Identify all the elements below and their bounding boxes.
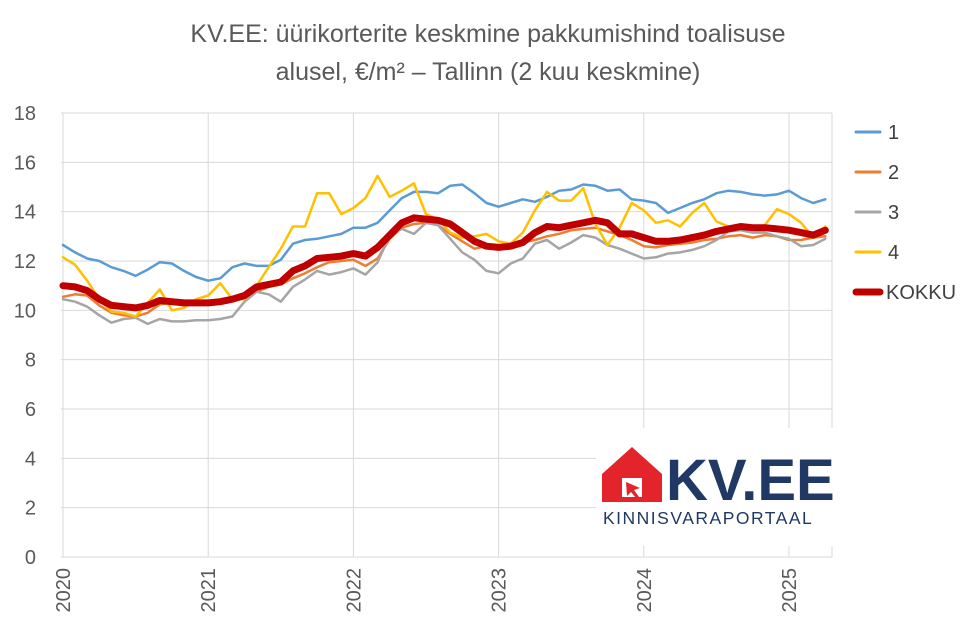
legend-label-2: 2 bbox=[888, 162, 899, 184]
logo-tagline: KINNISVARAPORTAAL bbox=[603, 508, 813, 528]
legend-label-kokku: KOKKU bbox=[886, 282, 956, 304]
x-tick-label: 2023 bbox=[489, 568, 511, 613]
legend-label-3: 3 bbox=[888, 202, 899, 224]
logo-brand-text: KV.EE bbox=[666, 448, 835, 513]
x-axis-ticks: 2020 2021 2022 2023 2024 2025 bbox=[53, 568, 801, 613]
x-tick-label: 2025 bbox=[779, 568, 801, 613]
series-line-1 bbox=[61, 183, 827, 282]
x-tick-label: 2020 bbox=[53, 568, 75, 613]
x-tick-label: 2021 bbox=[198, 568, 220, 613]
y-tick-label: 18 bbox=[14, 103, 36, 125]
chart-title-line-1: KV.EE: üürikorterite keskmine pakkumishi… bbox=[190, 20, 785, 48]
kv-ee-logo: KV.EE KINNISVARAPORTAAL bbox=[596, 428, 842, 546]
legend: 1 2 3 4 KOKKU bbox=[852, 122, 956, 304]
y-tick-label: 0 bbox=[25, 547, 36, 569]
grid bbox=[61, 112, 833, 558]
legend-label-4: 4 bbox=[888, 242, 899, 264]
y-tick-label: 4 bbox=[25, 448, 36, 470]
y-tick-label: 14 bbox=[14, 202, 36, 224]
legend-label-1: 1 bbox=[888, 122, 899, 144]
y-tick-label: 6 bbox=[25, 399, 36, 421]
y-axis-ticks: 0 2 4 6 8 10 12 14 16 18 bbox=[14, 103, 36, 569]
series-lines bbox=[59, 174, 829, 326]
series-line-kokku bbox=[59, 214, 829, 312]
y-tick-label: 8 bbox=[25, 350, 36, 372]
house-arrow-icon bbox=[602, 447, 662, 502]
y-tick-label: 16 bbox=[14, 152, 36, 174]
y-tick-label: 2 bbox=[25, 498, 36, 520]
chart-title-line-2: alusel, €/m² – Tallinn (2 kuu keskmine) bbox=[276, 58, 701, 86]
x-tick-label: 2024 bbox=[634, 568, 656, 613]
y-tick-label: 10 bbox=[14, 300, 36, 322]
y-tick-label: 12 bbox=[14, 251, 36, 273]
x-tick-label: 2022 bbox=[343, 568, 365, 613]
series-line-3 bbox=[61, 221, 827, 326]
